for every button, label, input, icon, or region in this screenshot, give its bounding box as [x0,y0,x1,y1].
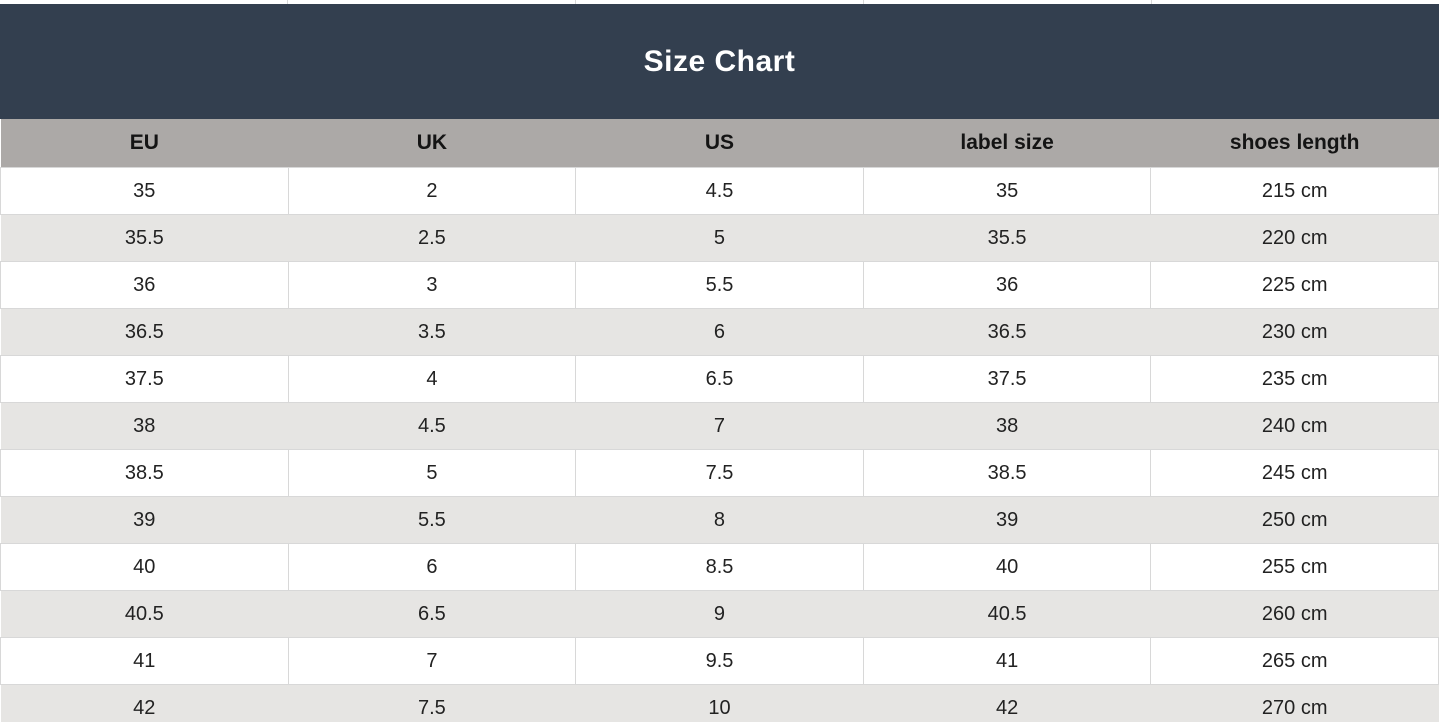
table-cell: 40 [862,543,1152,591]
top-edge-cell [288,0,576,4]
table-cell: 41 [862,637,1152,685]
size-table: EU UK US label size shoes length 35 2 4.5 35 215… [0,119,1439,722]
table-cell: 3.5 [288,308,576,356]
table-cell: 40.5 [863,590,1151,638]
table-cell: 230 cm [1150,308,1439,356]
table-cell: 220 cm [1150,214,1439,262]
table-row: 38.5 5 7.5 38.5 245 cm [0,449,1439,497]
table-cell: 3 [287,261,577,309]
column-header-us: US [575,119,864,168]
top-edge-cell [0,0,288,4]
table-cell: 36 [862,261,1152,309]
table-cell: 38 [863,402,1151,450]
table-cell: 10 [575,684,864,722]
table-cell: 5 [287,449,577,497]
table-cell: 245 cm [1150,449,1439,497]
table-cell: 5.5 [288,496,576,544]
table-row: 37.5 4 6.5 37.5 235 cm [0,355,1439,403]
table-cell: 37.5 [0,355,289,403]
table-cell: 6.5 [288,590,576,638]
table-row: 39 5.5 8 39 250 cm [0,496,1439,544]
table-cell: 235 cm [1150,355,1439,403]
table-cell: 2.5 [288,214,576,262]
table-cell: 5.5 [575,261,864,309]
table-top-edge [0,0,1439,4]
table-cell: 37.5 [862,355,1152,403]
table-cell: 9 [575,590,864,638]
table-cell: 270 cm [1150,684,1439,722]
top-edge-cell [1152,0,1439,4]
table-cell: 40.5 [0,590,289,638]
table-cell: 6 [575,308,864,356]
top-edge-cell [576,0,864,4]
table-row: 40.5 6.5 9 40.5 260 cm [0,590,1439,638]
table-cell: 8 [575,496,864,544]
table-cell: 4 [287,355,577,403]
table-cell: 8.5 [575,543,864,591]
table-cell: 7.5 [288,684,576,722]
table-cell: 38 [0,402,289,450]
table-cell: 7 [575,402,864,450]
size-table-body: 35 2 4.5 35 215 cm 35.5 2.5 5 35.5 220 cm 36 3 5.5 36… [0,167,1439,722]
table-cell: 42 [863,684,1151,722]
table-cell: 38.5 [0,449,289,497]
column-header-eu: EU [0,119,289,168]
table-cell: 260 cm [1150,590,1439,638]
table-cell: 40 [0,543,289,591]
table-cell: 41 [0,637,289,685]
column-header-shoes-length: shoes length [1150,119,1439,168]
table-cell: 4.5 [575,167,864,215]
table-cell: 6.5 [575,355,864,403]
table-cell: 240 cm [1150,402,1439,450]
table-cell: 5 [575,214,864,262]
table-cell: 35 [862,167,1152,215]
table-cell: 35 [0,167,289,215]
size-table-head: EU UK US label size shoes length [0,119,1439,168]
table-cell: 7.5 [575,449,864,497]
table-cell: 6 [287,543,577,591]
table-row: 41 7 9.5 41 265 cm [0,637,1439,685]
table-cell: 42 [0,684,289,722]
table-cell: 38.5 [862,449,1152,497]
table-cell: 4.5 [288,402,576,450]
table-cell: 265 cm [1150,637,1439,685]
table-row: 35 2 4.5 35 215 cm [0,167,1439,215]
table-cell: 39 [0,496,289,544]
table-cell: 255 cm [1150,543,1439,591]
table-row: 35.5 2.5 5 35.5 220 cm [0,214,1439,262]
top-edge-cell [864,0,1152,4]
table-cell: 215 cm [1150,167,1439,215]
table-cell: 250 cm [1150,496,1439,544]
column-header-label-size: label size [863,119,1151,168]
table-cell: 35.5 [0,214,289,262]
table-row: 36 3 5.5 36 225 cm [0,261,1439,309]
column-header-uk: UK [288,119,576,168]
header-row: EU UK US label size shoes length [0,119,1439,168]
table-cell: 9.5 [575,637,864,685]
table-row: 38 4.5 7 38 240 cm [0,402,1439,450]
table-row: 36.5 3.5 6 36.5 230 cm [0,308,1439,356]
title-band: Size Chart [0,4,1439,119]
page-title: Size Chart [643,44,796,78]
table-cell: 36 [0,261,289,309]
table-cell: 39 [863,496,1151,544]
table-row: 40 6 8.5 40 255 cm [0,543,1439,591]
table-cell: 225 cm [1150,261,1439,309]
table-cell: 2 [287,167,577,215]
table-cell: 36.5 [863,308,1151,356]
table-cell: 7 [287,637,577,685]
table-row: 42 7.5 10 42 270 cm [0,684,1439,722]
table-cell: 35.5 [863,214,1151,262]
table-cell: 36.5 [0,308,289,356]
